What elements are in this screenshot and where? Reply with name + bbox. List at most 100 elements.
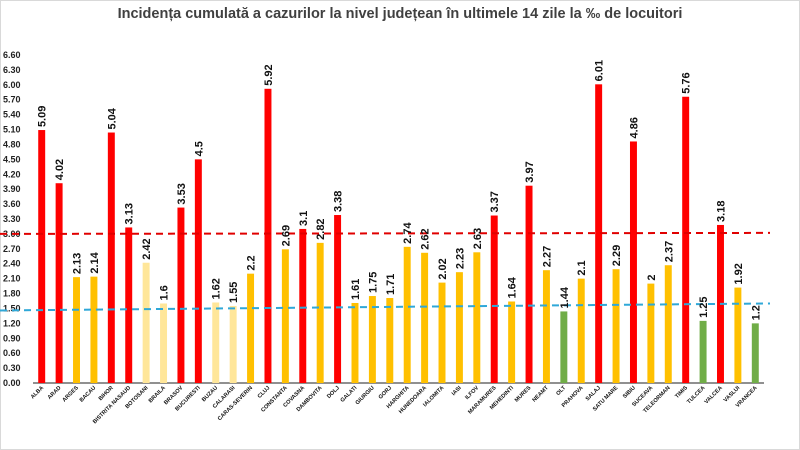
bar bbox=[38, 130, 46, 383]
category-label: OLT bbox=[555, 385, 567, 397]
data-label: 2 bbox=[646, 274, 658, 280]
y-tick-label: 2.10 bbox=[3, 274, 21, 284]
category-label: NEAMT bbox=[532, 385, 551, 404]
data-label: 6.01 bbox=[594, 60, 606, 81]
bar bbox=[525, 185, 533, 383]
y-tick-label: 5.40 bbox=[3, 110, 21, 120]
y-tick-label: 3.30 bbox=[3, 214, 21, 224]
category-label: IASI bbox=[451, 385, 463, 397]
category-label: GORJ bbox=[378, 385, 393, 400]
bar bbox=[125, 227, 133, 383]
data-label: 3.53 bbox=[176, 183, 188, 204]
y-tick-label: 1.20 bbox=[3, 318, 21, 328]
category-label: CARAS-SEVERIN bbox=[217, 385, 254, 422]
category-label: CLUJ bbox=[257, 385, 272, 400]
bar bbox=[647, 283, 655, 383]
data-label: 2.1 bbox=[576, 260, 588, 275]
bar bbox=[73, 277, 80, 383]
data-label: 1.64 bbox=[507, 276, 519, 298]
data-label: 5.92 bbox=[263, 64, 275, 85]
bar bbox=[299, 228, 307, 383]
y-tick-label: 4.80 bbox=[3, 139, 21, 149]
data-label: 2.62 bbox=[420, 228, 432, 249]
y-tick-label: 3.00 bbox=[3, 229, 21, 239]
bar bbox=[629, 141, 637, 383]
bar bbox=[212, 302, 220, 383]
bar bbox=[612, 269, 620, 383]
y-tick-label: 0.90 bbox=[3, 333, 21, 343]
bar bbox=[751, 323, 759, 383]
y-tick-label: 6.60 bbox=[3, 50, 21, 60]
data-label: 4.86 bbox=[628, 117, 640, 138]
bar bbox=[682, 96, 690, 383]
y-tick-label: 0.30 bbox=[3, 363, 21, 373]
bar bbox=[386, 298, 394, 383]
bar bbox=[664, 265, 672, 383]
data-label: 5.09 bbox=[37, 106, 49, 127]
bar bbox=[368, 296, 376, 383]
y-tick-label: 1.50 bbox=[3, 303, 21, 313]
data-label: 2.23 bbox=[454, 248, 466, 269]
bar bbox=[90, 276, 98, 383]
y-tick-label: 3.90 bbox=[3, 184, 21, 194]
bar bbox=[247, 273, 255, 383]
data-label: 3.1 bbox=[298, 211, 310, 226]
bar bbox=[160, 303, 168, 383]
data-label: 1.75 bbox=[367, 272, 379, 293]
category-label: GIURGIU bbox=[355, 385, 376, 406]
category-label: ALBA bbox=[30, 385, 45, 400]
data-label: 3.38 bbox=[333, 191, 345, 212]
data-label: 2.42 bbox=[141, 238, 153, 259]
y-tick-label: 2.70 bbox=[3, 244, 21, 254]
data-label: 3.13 bbox=[124, 203, 136, 224]
y-tick-label: 6.00 bbox=[3, 80, 21, 90]
bar bbox=[473, 252, 481, 383]
bar bbox=[229, 305, 237, 383]
y-tick-label: 4.50 bbox=[3, 154, 21, 164]
data-label: 2.27 bbox=[541, 246, 553, 267]
data-label: 3.37 bbox=[489, 191, 501, 212]
bar bbox=[281, 249, 289, 383]
data-label: 2.2 bbox=[246, 255, 258, 270]
y-tick-label: 1.80 bbox=[3, 289, 21, 299]
y-tick-label: 0.60 bbox=[3, 348, 21, 358]
category-label: ARAD bbox=[47, 385, 63, 401]
data-label: 2.29 bbox=[611, 245, 623, 266]
data-label: 1.71 bbox=[385, 274, 397, 295]
blue-threshold-line bbox=[0, 302, 771, 312]
bar bbox=[55, 183, 63, 383]
bar bbox=[351, 302, 359, 383]
bar bbox=[699, 320, 707, 383]
bar bbox=[734, 287, 742, 383]
bar bbox=[421, 252, 429, 383]
bar bbox=[264, 88, 272, 383]
data-label: 2.69 bbox=[280, 225, 292, 246]
y-tick-label: 0.00 bbox=[3, 378, 21, 388]
y-tick-label: 5.70 bbox=[3, 95, 21, 105]
data-label: 2.74 bbox=[402, 222, 414, 244]
bar bbox=[194, 159, 202, 383]
bar bbox=[508, 301, 516, 383]
data-label: 1.2 bbox=[750, 305, 762, 320]
data-label: 1.61 bbox=[350, 279, 362, 300]
data-label: 1.55 bbox=[228, 282, 240, 303]
data-label: 4.5 bbox=[193, 141, 205, 156]
bar bbox=[560, 311, 568, 383]
data-label: 1.44 bbox=[559, 286, 571, 308]
y-tick-label: 5.10 bbox=[3, 125, 21, 135]
data-label: 2.63 bbox=[472, 228, 484, 249]
category-label: VALCEA bbox=[704, 385, 724, 405]
data-label: 1.62 bbox=[211, 278, 223, 299]
y-tick-label: 3.60 bbox=[3, 199, 21, 209]
chart-title: Incidența cumulată a cazurilor la nivel … bbox=[117, 6, 683, 22]
data-label: 5.04 bbox=[106, 107, 118, 129]
bar bbox=[455, 272, 463, 383]
data-label: 4.02 bbox=[54, 159, 66, 180]
category-label: ARGES bbox=[62, 385, 80, 403]
data-label: 2.37 bbox=[663, 241, 675, 262]
bar bbox=[577, 278, 585, 383]
bar bbox=[438, 282, 446, 383]
bar bbox=[403, 246, 411, 383]
y-tick-label: 4.20 bbox=[3, 169, 21, 179]
